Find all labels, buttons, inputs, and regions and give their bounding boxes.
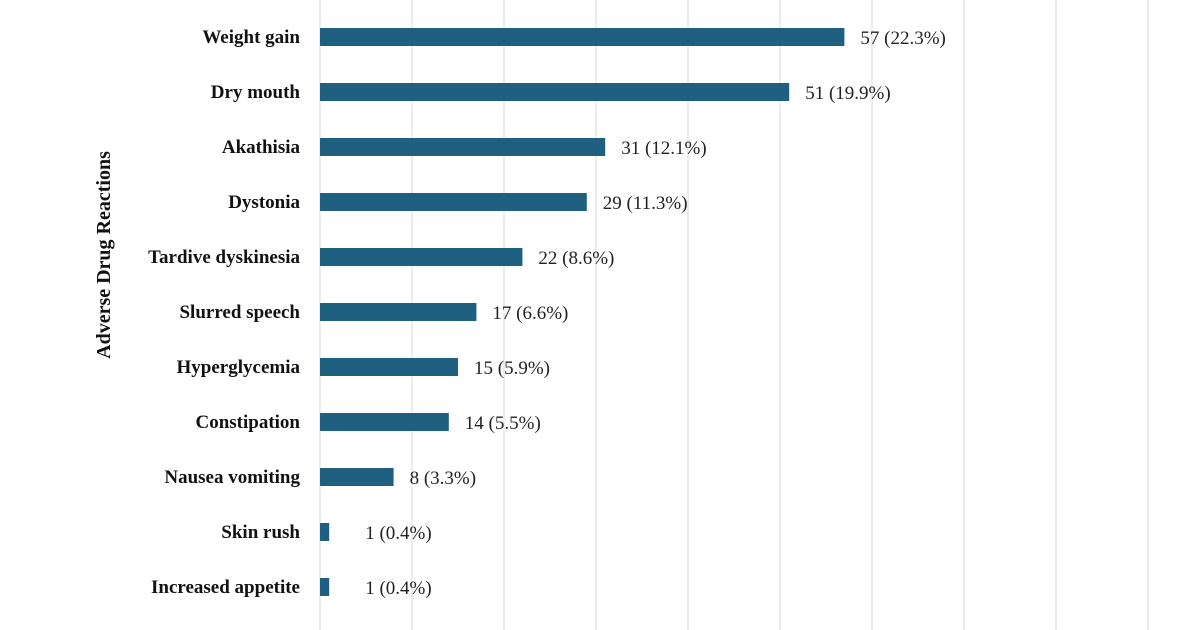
data-label: 51 (19.9%) [805,83,890,104]
bar [320,303,477,321]
category-label: Dystonia [228,192,300,213]
data-label: 15 (5.9%) [474,358,550,379]
category-label: Slurred speech [179,302,300,323]
data-label: 8 (3.3%) [410,468,476,489]
category-label: Increased appetite [151,577,300,598]
bar [320,578,330,596]
bar [320,248,523,266]
category-label: Akathisia [222,137,301,158]
bar [320,28,845,46]
category-label: Tardive dyskinesia [148,247,300,268]
bar [320,413,449,431]
bar [320,523,330,541]
data-labels: 57 (22.3%) 51 (19.9%) 31 (12.1%) 29 (11.3%)… [365,28,946,599]
gridlines [319,0,1149,630]
data-label: 22 (8.6%) [538,248,614,269]
data-label: 17 (6.6%) [492,303,568,324]
y-axis-title: Adverse Drug Reactions [93,151,115,359]
category-label: Skin rush [221,522,300,543]
category-label: Weight gain [202,27,300,48]
category-label: Hyperglycemia [177,357,301,378]
bars [320,28,845,596]
category-labels: Weight gain Dry mouth Akathisia Dystonia Tar… [148,27,300,598]
data-label: 14 (5.5%) [465,413,541,434]
data-label: 57 (22.3%) [860,28,945,49]
data-label: 1 (0.4%) [365,523,431,544]
bar [320,468,394,486]
bar [320,358,458,376]
data-label: 1 (0.4%) [365,578,431,599]
data-label: 31 (12.1%) [621,138,706,159]
data-label: 29 (11.3%) [603,193,688,214]
bar [320,83,790,101]
category-label: Nausea vomiting [164,467,300,488]
category-label: Constipation [195,412,300,433]
bar [320,138,606,156]
bar [320,193,587,211]
category-label: Dry mouth [211,82,301,103]
